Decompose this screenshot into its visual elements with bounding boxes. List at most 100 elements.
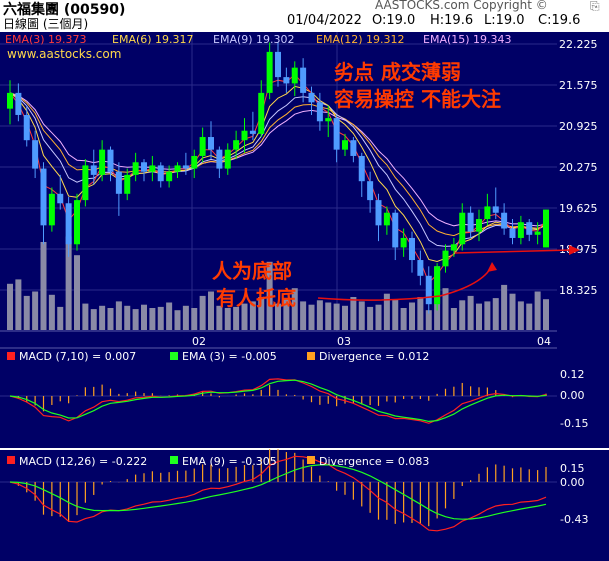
candle-body [342,140,348,150]
volume-bar [82,303,89,330]
price-axis-bg [557,32,609,331]
x-tick-04: 04 [537,335,551,348]
volume-bar [107,308,114,330]
volume-bar [392,299,399,330]
copy-icon[interactable]: ⎘ [590,0,600,13]
volume-bar [375,304,382,330]
volume-bar [157,306,164,330]
price-ytick: 18.325 [559,284,598,297]
candle-body [124,174,131,194]
date-label: 01/04/2022 [287,13,362,28]
volume-bar [233,306,240,330]
volume-bar [208,291,214,330]
macd1-legend-ema: EMA (3) = -0.005 [182,350,277,363]
candle-body [501,212,508,229]
candle-body [425,275,432,305]
volume-bar [74,255,80,330]
volume-bar [15,279,22,330]
macd1-plot [0,378,557,424]
volume-bar [409,302,415,330]
macd1-ytick-2: -0.15 [560,417,588,430]
candle-body [115,171,122,194]
volume-bar [459,300,466,330]
ema9-legend: EMA(9) 19.302 [213,33,295,46]
annotation-support-arrowhead [569,245,580,255]
macd2-legend-ema-swatch [170,456,178,464]
candle-body [392,212,399,248]
open-value: O:19.0 [372,13,416,28]
macd2-legend-swatch [7,456,15,464]
macd1-legend-div-swatch [307,352,315,360]
candle-body [383,212,390,226]
candle-body [241,130,248,141]
high-value: H:19.6 [430,13,474,28]
candles [7,42,549,314]
volume-bar [526,303,533,330]
candle-body [199,137,206,156]
volume-bar [149,308,156,330]
candle-body [316,102,323,122]
candle-body [308,92,315,103]
candle-body [350,140,357,156]
macd2-legend-macd: MACD (12,26) = -0.222 [19,455,147,468]
volume-bar [300,301,307,330]
volume-bar [115,301,122,330]
candle-body [23,114,30,141]
volume-bar [342,305,348,330]
volume-bar [283,299,290,330]
candle-body [417,260,424,276]
price-ytick: 19.625 [559,202,598,215]
volume-bar [224,308,231,330]
candle-body [484,206,491,220]
volume-bar [476,303,482,330]
candle-body [249,130,256,134]
candle-body [32,140,39,169]
ema15-legend: EMA(15) 19.343 [423,33,512,46]
ema6-legend: EMA(6) 19.317 [112,33,194,46]
volume-bar [534,291,541,330]
candle-body [283,77,290,84]
volume-bar [258,297,265,330]
candle-body [182,165,189,169]
volume-bar [509,293,516,330]
candle-body [224,149,231,169]
candle-body [174,165,181,172]
candle-body [400,237,407,248]
candle-body [99,149,106,175]
volume-bar [467,295,474,330]
candle-body [358,155,365,182]
candle-body [7,92,13,109]
candle-body [258,92,265,134]
candle-body [82,165,89,201]
volume-bar [124,305,131,330]
volume-bar [199,295,206,330]
candle-body [65,203,72,245]
macd2-macd-line [9,455,547,532]
candle-body [57,193,64,204]
volume-bar [132,309,139,330]
volume-bar [350,297,357,330]
watermark-url: www.aastocks.com [7,47,121,61]
volume-bar [484,301,491,330]
volume-bar [333,303,340,330]
date-axis-bg [0,331,609,348]
macd2-ytick-0: 0.15 [560,462,585,475]
volume-bar [417,297,424,330]
volume-bar [48,294,55,330]
volume-bar [367,306,374,330]
volume-bar [241,303,248,330]
volume-bar [32,291,39,330]
candle-body [442,250,449,267]
ema3-legend: EMA(3) 19.373 [5,33,87,46]
ema12-legend: EMA(12) 19.312 [316,33,405,46]
chart-period-label: 日線圖 (三個月) [3,17,89,31]
volume-bar [90,309,97,330]
volume-bar [249,301,256,330]
candle-body [467,212,474,232]
low-value: L:19.0 [484,13,525,28]
volume-bar [517,301,524,330]
volume-bar [57,306,64,330]
volume-bar [543,299,549,330]
volume-bar [316,300,323,330]
candle-body [291,67,298,84]
